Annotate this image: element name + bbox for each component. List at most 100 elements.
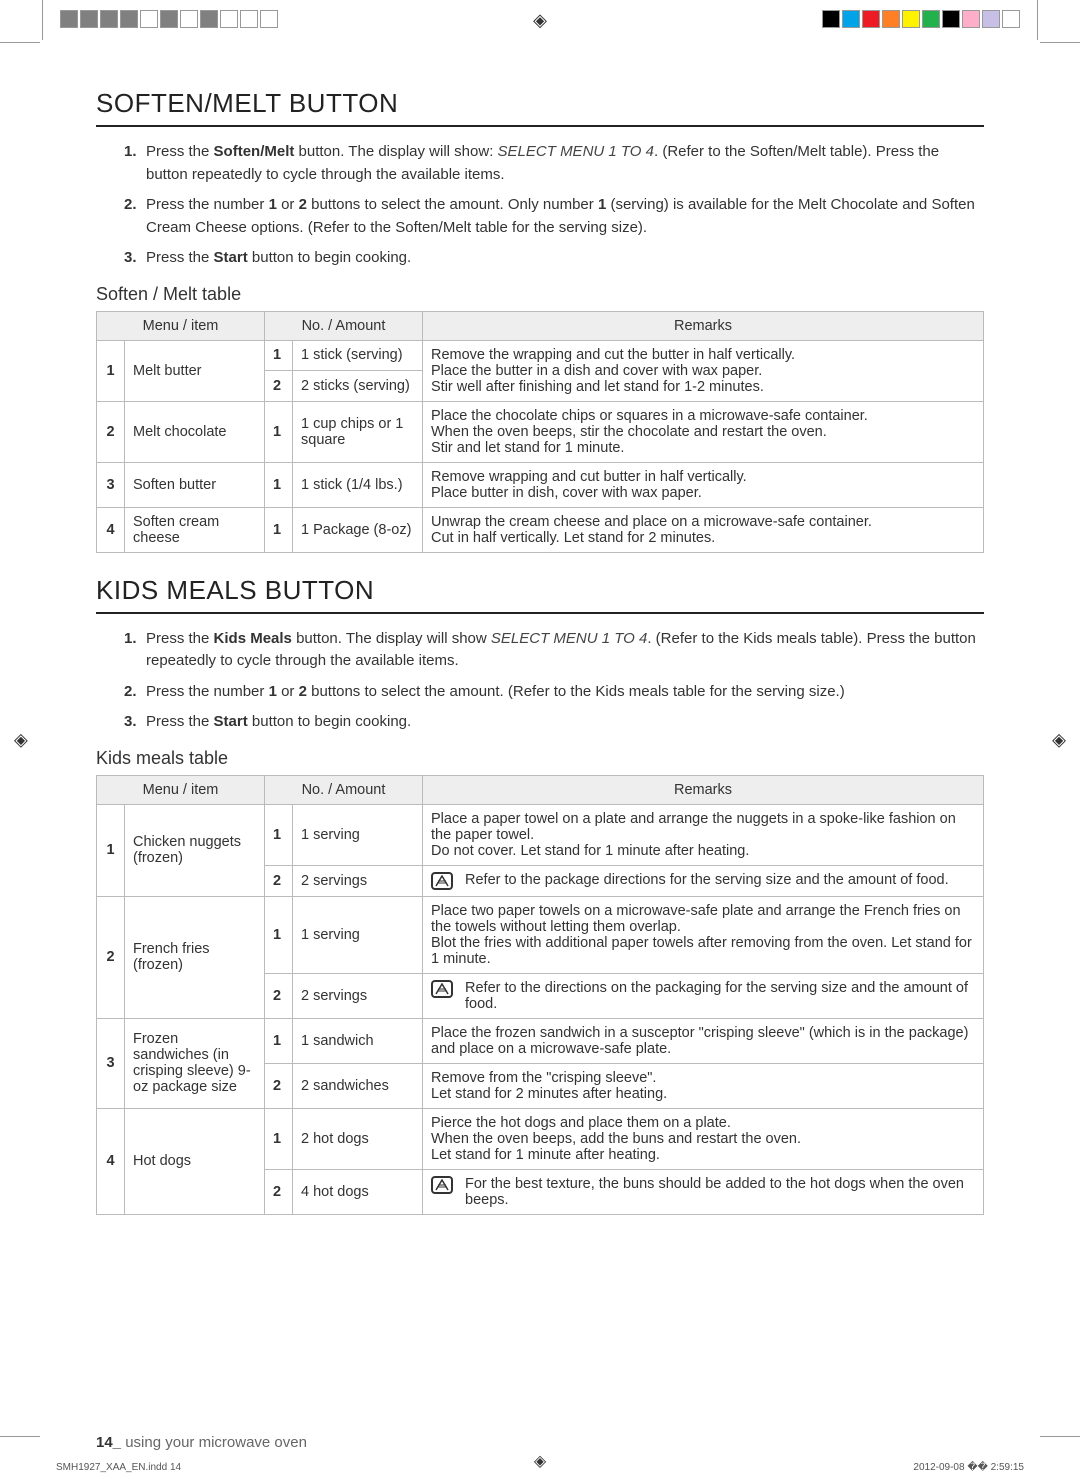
- kids-meals-table: Menu / item No. / Amount Remarks 1Chicke…: [96, 775, 984, 1215]
- print-swatch: [120, 10, 138, 28]
- kids-meals-steps: 1. Press the Kids Meals button. The disp…: [96, 628, 984, 734]
- remarks: Place the frozen sandwich in a susceptor…: [423, 1018, 984, 1063]
- remarks: Place the chocolate chips or squares in …: [423, 401, 984, 462]
- amount-text: 1 cup chips or 1 square: [293, 401, 423, 462]
- amount-no: 2: [265, 371, 293, 402]
- print-swatch: [220, 10, 238, 28]
- amount-no: 1: [265, 507, 293, 552]
- amount-no: 1: [265, 1108, 293, 1169]
- print-swatch: [862, 10, 880, 28]
- print-swatch: [180, 10, 198, 28]
- remarks: For the best texture, the buns should be…: [423, 1169, 984, 1214]
- kids-meals-heading: KIDS MEALS BUTTON: [96, 575, 984, 614]
- remarks: Refer to the package directions for the …: [423, 865, 984, 896]
- amount-no: 2: [265, 1169, 293, 1214]
- remarks: Refer to the directions on the packaging…: [423, 973, 984, 1018]
- note-text: Refer to the directions on the packaging…: [465, 980, 975, 1012]
- print-swatch: [200, 10, 218, 28]
- amount-text: 2 servings: [293, 973, 423, 1018]
- remarks: Remove the wrapping and cut the butter i…: [423, 340, 984, 401]
- item-name: Frozen sandwiches (in crisping sleeve) 9…: [125, 1018, 265, 1108]
- note-text: For the best texture, the buns should be…: [465, 1176, 975, 1208]
- amount-text: 2 sticks (serving): [293, 371, 423, 402]
- col-remarks: Remarks: [423, 775, 984, 804]
- amount-no: 2: [265, 1063, 293, 1108]
- col-menu: Menu / item: [97, 775, 265, 804]
- amount-text: 1 sandwich: [293, 1018, 423, 1063]
- print-swatch: [160, 10, 178, 28]
- print-swatch: [942, 10, 960, 28]
- amount-text: 2 hot dogs: [293, 1108, 423, 1169]
- step-1: 1. Press the Kids Meals button. The disp…: [124, 628, 984, 673]
- item-name: Chicken nuggets (frozen): [125, 804, 265, 896]
- page-footer: 14_ using your microwave oven: [96, 1434, 307, 1451]
- amount-no: 1: [265, 462, 293, 507]
- step-2: 2. Press the number 1 or 2 buttons to se…: [124, 681, 984, 704]
- col-amount: No. / Amount: [265, 775, 423, 804]
- note-icon: [431, 1176, 453, 1194]
- col-amount: No. / Amount: [265, 311, 423, 340]
- indd-timestamp: 2012-09-08 �� 2:59:15: [913, 1462, 1024, 1473]
- remarks: Remove wrapping and cut butter in half v…: [423, 462, 984, 507]
- amount-text: 1 serving: [293, 804, 423, 865]
- row-index: 4: [97, 507, 125, 552]
- remarks: Place two paper towels on a microwave-sa…: [423, 896, 984, 973]
- print-swatch: [902, 10, 920, 28]
- row-index: 3: [97, 462, 125, 507]
- amount-no: 2: [265, 973, 293, 1018]
- amount-no: 2: [265, 865, 293, 896]
- col-remarks: Remarks: [423, 311, 984, 340]
- print-swatch: [100, 10, 118, 28]
- note-text: Refer to the package directions for the …: [465, 872, 975, 888]
- row-index: 2: [97, 401, 125, 462]
- amount-no: 1: [265, 340, 293, 371]
- amount-text: 4 hot dogs: [293, 1169, 423, 1214]
- note-icon: [431, 872, 453, 890]
- table-row: 3Frozen sandwiches (in crisping sleeve) …: [97, 1018, 984, 1063]
- amount-no: 1: [265, 1018, 293, 1063]
- print-swatch: [1002, 10, 1020, 28]
- page-content: SOFTEN/MELT BUTTON 1. Press the Soften/M…: [96, 80, 984, 1389]
- item-name: French fries (frozen): [125, 896, 265, 1018]
- crop-mark: [1040, 1436, 1080, 1437]
- table-row: 2Melt chocolate11 cup chips or 1 squareP…: [97, 401, 984, 462]
- soften-melt-heading: SOFTEN/MELT BUTTON: [96, 88, 984, 127]
- table-row: 4Hot dogs12 hot dogsPierce the hot dogs …: [97, 1108, 984, 1169]
- registration-mark-left: ◈: [14, 729, 28, 750]
- print-swatch: [882, 10, 900, 28]
- item-name: Melt chocolate: [125, 401, 265, 462]
- soften-melt-steps: 1. Press the Soften/Melt button. The dis…: [96, 141, 984, 270]
- table-row: 4Soften cream cheese11 Package (8-oz)Unw…: [97, 507, 984, 552]
- amount-no: 1: [265, 804, 293, 865]
- indd-filename: SMH1927_XAA_EN.indd 14: [56, 1462, 181, 1473]
- amount-text: 1 stick (serving): [293, 340, 423, 371]
- amount-text: 1 stick (1/4 lbs.): [293, 462, 423, 507]
- remarks: Remove from the "crisping sleeve". Let s…: [423, 1063, 984, 1108]
- note-icon: [431, 980, 453, 998]
- step-2: 2. Press the number 1 or 2 buttons to se…: [124, 194, 984, 239]
- crop-mark: [42, 0, 43, 40]
- remarks: Unwrap the cream cheese and place on a m…: [423, 507, 984, 552]
- print-swatch: [962, 10, 980, 28]
- remarks: Place a paper towel on a plate and arran…: [423, 804, 984, 865]
- crop-mark: [0, 1436, 40, 1437]
- crop-mark: [1040, 42, 1080, 43]
- col-menu: Menu / item: [97, 311, 265, 340]
- registration-mark-bottom: ◈: [534, 1451, 546, 1471]
- item-name: Soften butter: [125, 462, 265, 507]
- row-index: 4: [97, 1108, 125, 1214]
- print-swatch: [60, 10, 78, 28]
- remarks: Pierce the hot dogs and place them on a …: [423, 1108, 984, 1169]
- registration-mark-right: ◈: [1052, 729, 1066, 750]
- amount-no: 1: [265, 401, 293, 462]
- table-row: 3Soften butter11 stick (1/4 lbs.)Remove …: [97, 462, 984, 507]
- step-3: 3. Press the Start button to begin cooki…: [124, 711, 984, 734]
- kids-meals-table-title: Kids meals table: [96, 748, 984, 769]
- soften-melt-table-title: Soften / Melt table: [96, 284, 984, 305]
- row-index: 1: [97, 804, 125, 896]
- print-swatch: [140, 10, 158, 28]
- row-index: 3: [97, 1018, 125, 1108]
- step-3: 3. Press the Start button to begin cooki…: [124, 247, 984, 270]
- amount-no: 1: [265, 896, 293, 973]
- amount-text: 2 servings: [293, 865, 423, 896]
